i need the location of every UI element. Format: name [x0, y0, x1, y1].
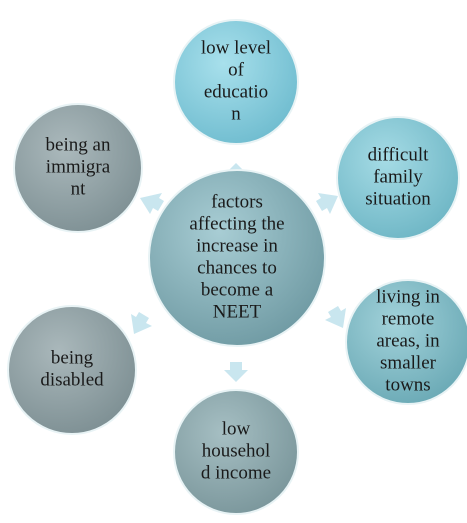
factor-node-label: househol — [202, 440, 271, 461]
factor-node-label: educatio — [204, 81, 268, 102]
arrow — [140, 193, 164, 214]
center-node-label: become a — [201, 279, 274, 300]
factor-node-label: disabled — [40, 369, 104, 390]
center-node-label: NEET — [213, 301, 262, 322]
arrow — [131, 312, 152, 334]
center-node-label: increase in — [196, 235, 278, 256]
factor-node-label: smaller — [380, 352, 437, 373]
factor-node-label: of — [228, 59, 245, 80]
factor-node-label: n — [231, 103, 241, 124]
center-node — [148, 169, 326, 347]
factor-node — [7, 305, 137, 435]
center-node-label: affecting the — [189, 213, 284, 234]
factor-node — [336, 116, 460, 240]
factor-node-label: towns — [385, 374, 430, 395]
factor-node-label: family — [373, 166, 423, 187]
factor-node-label: situation — [365, 188, 431, 209]
factor-node-label: low — [222, 418, 251, 439]
factor-node — [345, 279, 467, 405]
center-node-label: chances to — [197, 257, 277, 278]
factor-node-label: d income — [201, 462, 271, 483]
factor-node-label: nt — [71, 178, 87, 199]
arrow — [325, 306, 346, 328]
factor-node — [173, 19, 299, 145]
factor-node-label: living in — [376, 286, 440, 307]
factor-node — [13, 103, 143, 233]
factor-node-label: difficult — [368, 144, 430, 165]
factor-node-label: immigra — [46, 156, 111, 177]
factor-node-label: remote — [382, 308, 435, 329]
arrow — [224, 362, 248, 382]
arrows — [131, 163, 346, 382]
factor-node-label: low level — [201, 37, 271, 58]
factor-node-label: being — [51, 347, 94, 368]
center-node-label: factors — [211, 191, 263, 212]
arrow — [316, 193, 338, 214]
factor-node-label: being an — [46, 134, 111, 155]
factor-node — [173, 389, 299, 515]
factor-node-label: areas, in — [376, 330, 440, 351]
